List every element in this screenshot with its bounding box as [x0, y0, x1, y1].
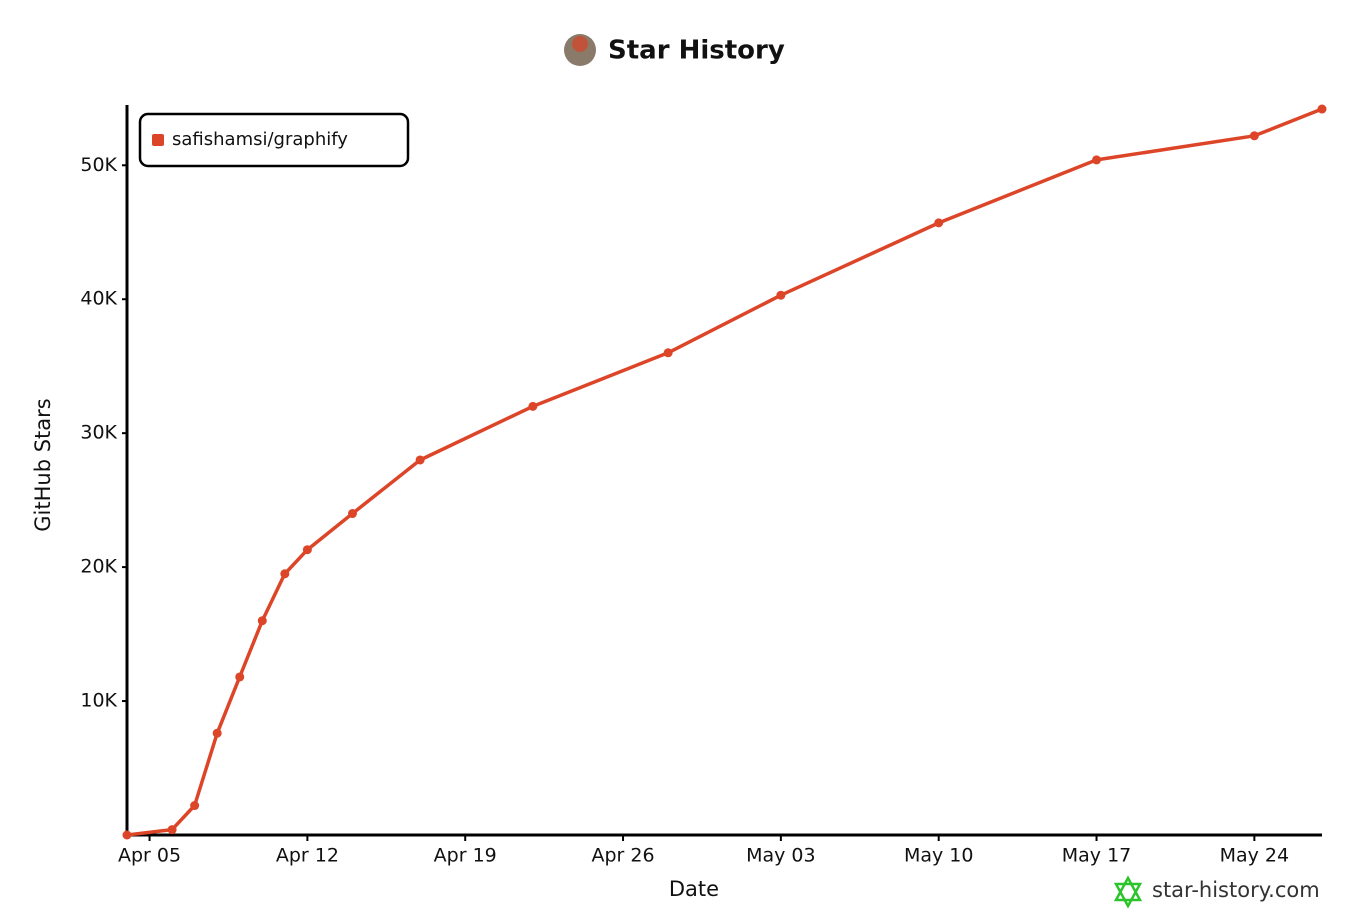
legend-swatch	[152, 134, 164, 146]
data-point	[528, 401, 538, 411]
watermark-logo	[1113, 875, 1143, 909]
legend-box	[138, 112, 410, 168]
data-point	[934, 218, 944, 228]
data-point	[167, 825, 177, 835]
legend: safishamsi/graphify	[138, 112, 410, 168]
chart-title: Star History	[608, 36, 785, 66]
x-tick-label: May 10	[904, 845, 974, 867]
data-point	[415, 455, 425, 465]
data-point	[663, 348, 673, 358]
data-point	[212, 728, 222, 738]
data-point	[347, 509, 357, 519]
y-tick-label: 10K	[80, 690, 117, 712]
avatar-hat	[572, 36, 588, 52]
data-point	[257, 616, 267, 626]
data-point	[1249, 131, 1259, 141]
x-tick-label: Apr 05	[118, 845, 181, 867]
y-tick-label: 20K	[80, 556, 117, 578]
x-tick-label: Apr 26	[591, 845, 654, 867]
data-point	[776, 290, 786, 300]
x-tick-label: May 24	[1220, 845, 1290, 867]
x-tick-label: May 17	[1062, 845, 1132, 867]
data-point	[1092, 155, 1102, 165]
data-point	[122, 830, 132, 840]
data-point	[1317, 104, 1327, 114]
x-tick-label: May 03	[746, 845, 816, 867]
x-tick-label: Apr 12	[276, 845, 339, 867]
x-tick-label: Apr 19	[434, 845, 497, 867]
data-point	[190, 801, 200, 811]
data-point	[302, 545, 312, 555]
y-tick-label: 50K	[80, 154, 117, 176]
series-line	[125, 107, 1324, 837]
y-tick-label: 30K	[80, 422, 117, 444]
legend-label: safishamsi/graphify	[172, 129, 348, 150]
y-tick-label: 40K	[80, 288, 117, 310]
watermark: star-history.com	[1152, 878, 1320, 902]
data-point	[280, 569, 290, 579]
data-point	[235, 672, 245, 682]
y-axis-label: GitHub Stars	[31, 398, 55, 531]
x-axis-label: Date	[669, 877, 719, 901]
